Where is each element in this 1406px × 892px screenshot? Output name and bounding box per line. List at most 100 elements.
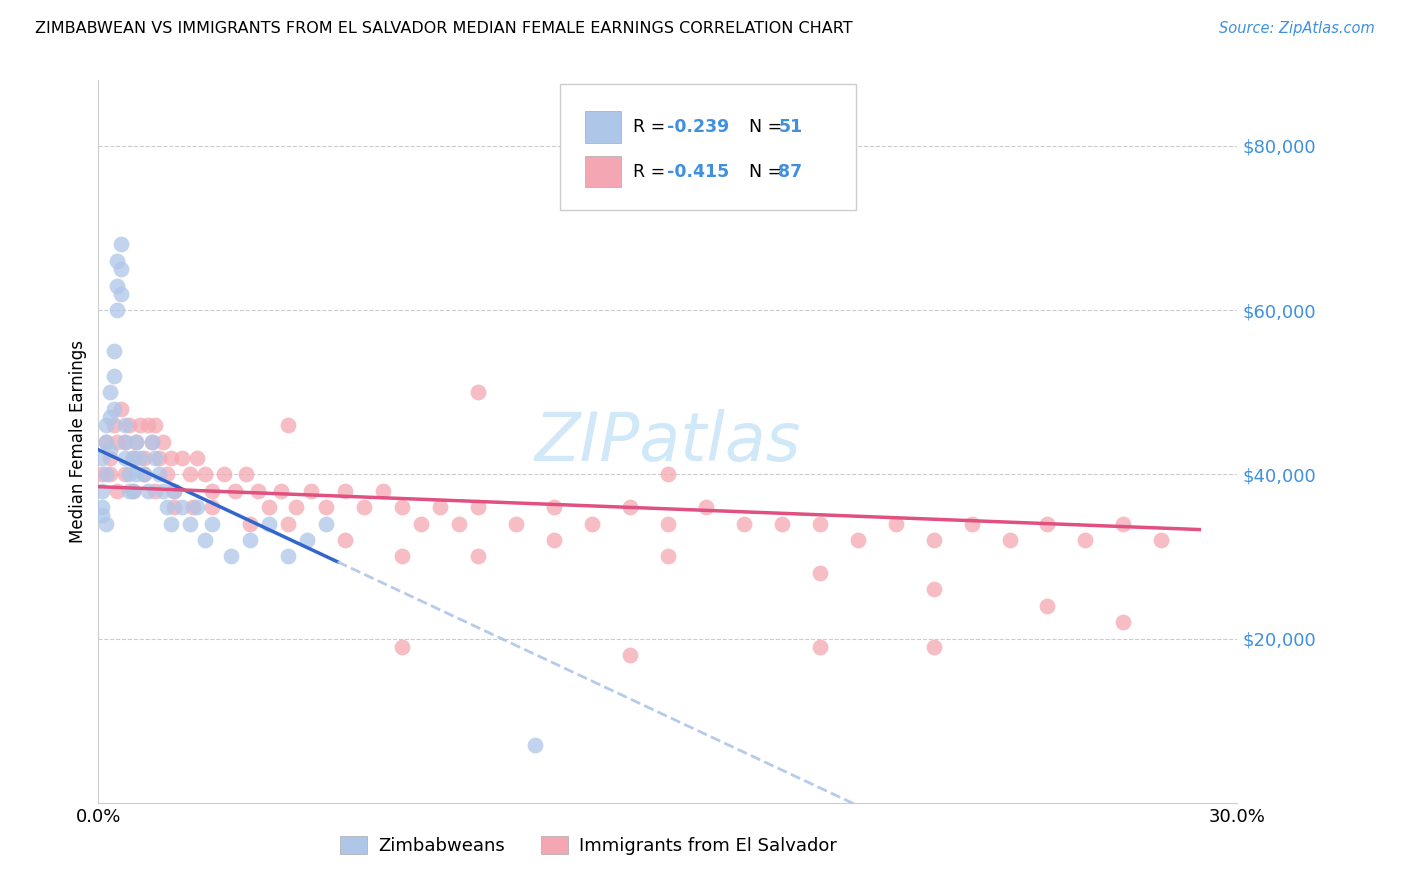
Point xyxy=(221,549,243,564)
Point xyxy=(114,434,136,449)
FancyBboxPatch shape xyxy=(560,84,856,211)
Point xyxy=(277,549,299,564)
Point xyxy=(371,483,394,498)
Point xyxy=(103,418,125,433)
Point xyxy=(619,500,641,515)
Point xyxy=(733,516,755,531)
Point xyxy=(94,434,117,449)
Point xyxy=(110,401,132,416)
Point xyxy=(239,533,262,547)
Point xyxy=(114,434,136,449)
Point xyxy=(98,409,121,424)
Point xyxy=(1150,533,1173,547)
Point xyxy=(224,483,246,498)
Point xyxy=(194,467,217,482)
Point xyxy=(1112,516,1135,531)
Point xyxy=(808,516,831,531)
Point xyxy=(391,500,413,515)
Text: -0.239: -0.239 xyxy=(666,118,728,136)
Text: ZIPatlas: ZIPatlas xyxy=(534,409,801,475)
Point xyxy=(808,640,831,654)
Text: 87: 87 xyxy=(779,162,803,181)
Point xyxy=(152,434,174,449)
Point xyxy=(284,500,307,515)
Text: R =: R = xyxy=(633,118,671,136)
Point xyxy=(163,500,186,515)
Point xyxy=(145,450,167,465)
Text: N =: N = xyxy=(738,162,789,181)
Point xyxy=(449,516,471,531)
Legend: Zimbabweans, Immigrants from El Salvador: Zimbabweans, Immigrants from El Salvador xyxy=(333,829,844,863)
Point xyxy=(884,516,907,531)
Point xyxy=(1074,533,1097,547)
Point xyxy=(98,450,121,465)
Point xyxy=(429,500,451,515)
Point xyxy=(163,483,186,498)
Point xyxy=(619,648,641,662)
Point xyxy=(212,467,235,482)
Point xyxy=(148,467,170,482)
Point xyxy=(145,483,167,498)
Point xyxy=(186,450,208,465)
Point xyxy=(505,516,527,531)
Point xyxy=(922,582,945,597)
Point xyxy=(391,549,413,564)
Point xyxy=(315,500,337,515)
Point xyxy=(391,640,413,654)
Text: ZIMBABWEAN VS IMMIGRANTS FROM EL SALVADOR MEDIAN FEMALE EARNINGS CORRELATION CHA: ZIMBABWEAN VS IMMIGRANTS FROM EL SALVADO… xyxy=(35,21,853,37)
Point xyxy=(98,467,121,482)
FancyBboxPatch shape xyxy=(585,156,621,187)
FancyBboxPatch shape xyxy=(585,112,621,143)
Point xyxy=(91,467,114,482)
Text: Source: ZipAtlas.com: Source: ZipAtlas.com xyxy=(1219,21,1375,37)
Point xyxy=(132,467,155,482)
Point xyxy=(110,286,132,301)
Point xyxy=(277,516,299,531)
Point xyxy=(201,516,224,531)
Point xyxy=(315,516,337,531)
Point xyxy=(960,516,983,531)
Point xyxy=(163,483,186,498)
Point xyxy=(239,516,262,531)
Point xyxy=(141,434,163,449)
Point xyxy=(98,385,121,400)
Point xyxy=(201,483,224,498)
Point xyxy=(121,483,143,498)
Point xyxy=(201,500,224,515)
Point xyxy=(107,303,129,318)
Point xyxy=(695,500,717,515)
Point xyxy=(581,516,603,531)
Point xyxy=(152,483,174,498)
Point xyxy=(259,516,281,531)
Point xyxy=(98,442,121,457)
Point xyxy=(1036,516,1059,531)
Point xyxy=(170,500,193,515)
Text: N =: N = xyxy=(738,118,789,136)
Point xyxy=(121,450,143,465)
Point xyxy=(543,500,565,515)
Text: -0.415: -0.415 xyxy=(666,162,728,181)
Point xyxy=(145,418,167,433)
Point xyxy=(121,450,143,465)
Point xyxy=(467,549,489,564)
Point xyxy=(156,467,179,482)
Point xyxy=(277,418,299,433)
Point xyxy=(657,516,679,531)
Point xyxy=(118,418,141,433)
Point xyxy=(114,467,136,482)
Point xyxy=(183,500,205,515)
Point xyxy=(114,450,136,465)
Point xyxy=(121,483,143,498)
Point xyxy=(132,467,155,482)
Point xyxy=(657,467,679,482)
Point xyxy=(129,418,152,433)
Text: R =: R = xyxy=(633,162,671,181)
Point xyxy=(179,467,201,482)
Point xyxy=(259,500,281,515)
Point xyxy=(998,533,1021,547)
Y-axis label: Median Female Earnings: Median Female Earnings xyxy=(69,340,87,543)
Point xyxy=(125,434,148,449)
Point xyxy=(114,418,136,433)
Point xyxy=(103,344,125,359)
Point xyxy=(94,434,117,449)
